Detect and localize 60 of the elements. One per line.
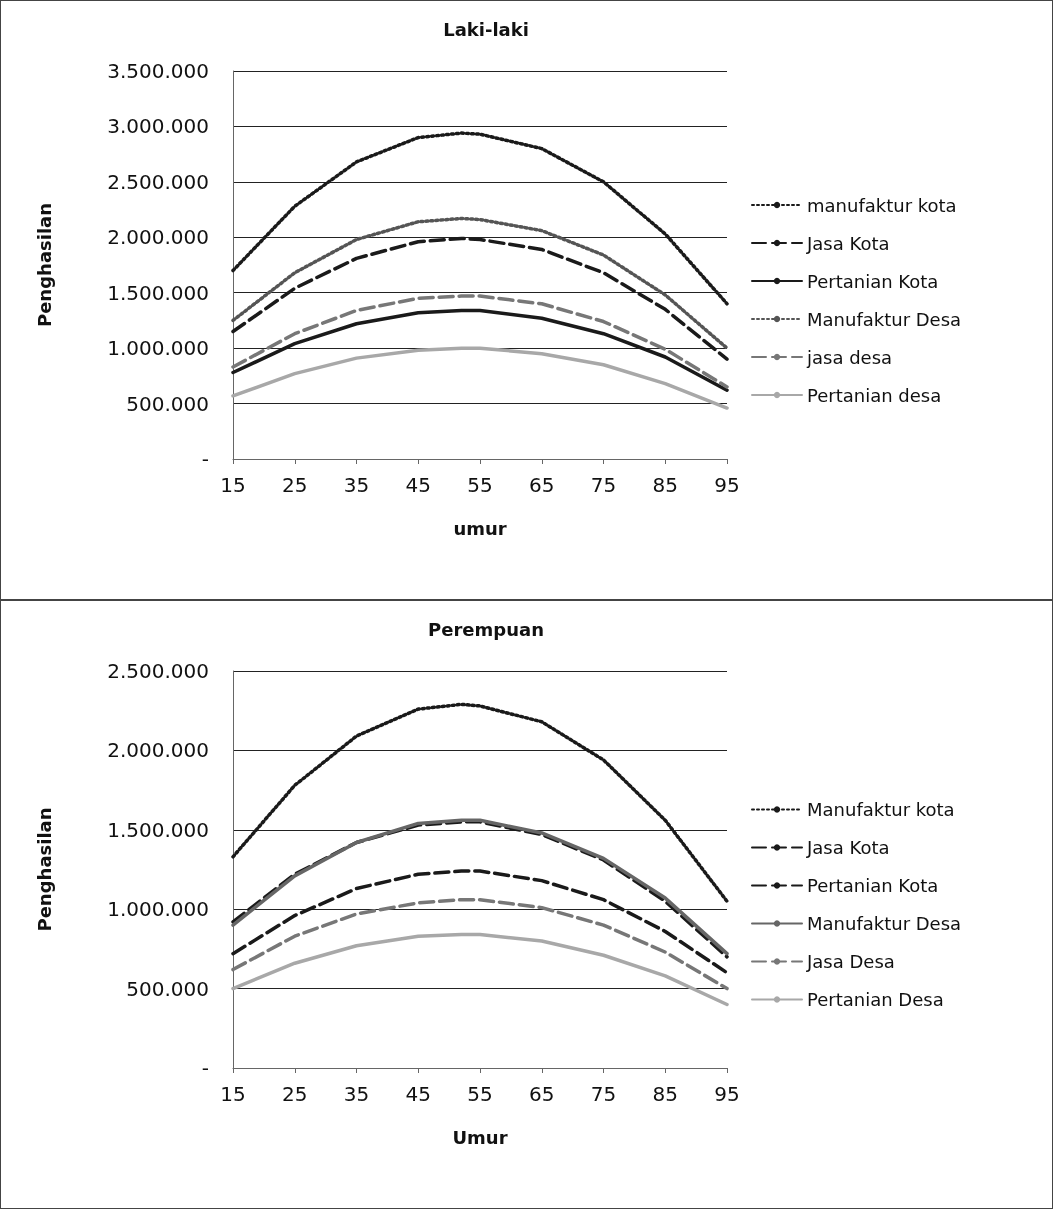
y-tick-label: 3.000.000 xyxy=(107,114,209,139)
y-tick-label: 3.500.000 xyxy=(107,59,209,83)
line-series xyxy=(231,131,729,306)
x-tick-label: 15 xyxy=(220,1082,246,1106)
line-series xyxy=(231,897,729,991)
legend-label: Jasa Kota xyxy=(806,837,890,858)
x-tick-label: 95 xyxy=(714,473,740,497)
x-axis-title: Umur xyxy=(452,1126,508,1148)
line-series xyxy=(231,869,729,975)
line-series xyxy=(231,932,729,1007)
x-tick-label: 45 xyxy=(405,1082,431,1106)
y-tick-label: 2.500.000 xyxy=(107,659,209,683)
legend-label: Pertanian Kota xyxy=(807,270,939,292)
line-series xyxy=(231,216,729,350)
y-tick-label: 2.000.000 xyxy=(107,738,209,763)
legend-label: Pertanian Desa xyxy=(807,989,944,1010)
legend-label: Jasa Kota xyxy=(806,232,890,254)
legend-label: Manufaktur kota xyxy=(807,799,955,820)
line-series xyxy=(231,308,729,393)
x-tick-label: 85 xyxy=(652,473,678,497)
y-tick-label: 2.000.000 xyxy=(107,225,209,250)
x-tick-label: 75 xyxy=(590,1082,617,1106)
x-tick-label: 85 xyxy=(652,1082,678,1106)
y-tick-label: 1.500.000 xyxy=(107,280,209,305)
y-tick-label: 500.000 xyxy=(126,976,209,1001)
x-tick-label: 95 xyxy=(714,1082,740,1106)
x-tick-label: 25 xyxy=(282,1082,308,1106)
legend-label: manufaktur kota xyxy=(807,194,957,216)
x-tick-label: 45 xyxy=(405,473,431,497)
y-tick-label: - xyxy=(201,447,209,471)
legend-label: Pertanian Kota xyxy=(807,875,939,896)
legend-label: jasa desa xyxy=(806,346,893,368)
y-tick-label: 1.500.000 xyxy=(107,817,209,842)
line-series xyxy=(231,702,729,904)
chart-title: Laki-laki xyxy=(443,18,529,40)
x-tick-label: 25 xyxy=(282,473,308,497)
x-tick-label: 75 xyxy=(590,473,617,497)
legend-label: Manufaktur Desa xyxy=(807,913,962,934)
y-axis-title: Penghasilan xyxy=(33,807,55,932)
x-tick-label: 55 xyxy=(467,473,493,497)
x-axis-title: umur xyxy=(453,517,507,539)
line-series xyxy=(231,346,729,410)
y-tick-label: 2.500.000 xyxy=(107,169,209,194)
legend-label: Manufaktur Desa xyxy=(807,308,962,330)
x-tick-label: 55 xyxy=(467,1082,493,1106)
y-axis-title: Penghasilan xyxy=(33,202,55,328)
x-tick-label: 65 xyxy=(529,1082,555,1106)
x-tick-label: 15 xyxy=(220,473,246,497)
line-series xyxy=(231,236,729,361)
y-tick-label: 1.000.000 xyxy=(107,897,209,922)
line-series xyxy=(231,294,729,389)
legend-label: Jasa Desa xyxy=(806,951,895,972)
y-tick-label: 1.000.000 xyxy=(107,336,209,361)
x-tick-label: 35 xyxy=(343,473,370,497)
x-tick-label: 65 xyxy=(529,473,555,497)
legend-label: Pertanian desa xyxy=(807,384,942,406)
y-tick-label: 500.000 xyxy=(126,391,209,416)
y-tick-label: - xyxy=(201,1056,209,1080)
x-tick-label: 35 xyxy=(343,1082,370,1106)
chart-title: Perempuan xyxy=(428,618,544,640)
